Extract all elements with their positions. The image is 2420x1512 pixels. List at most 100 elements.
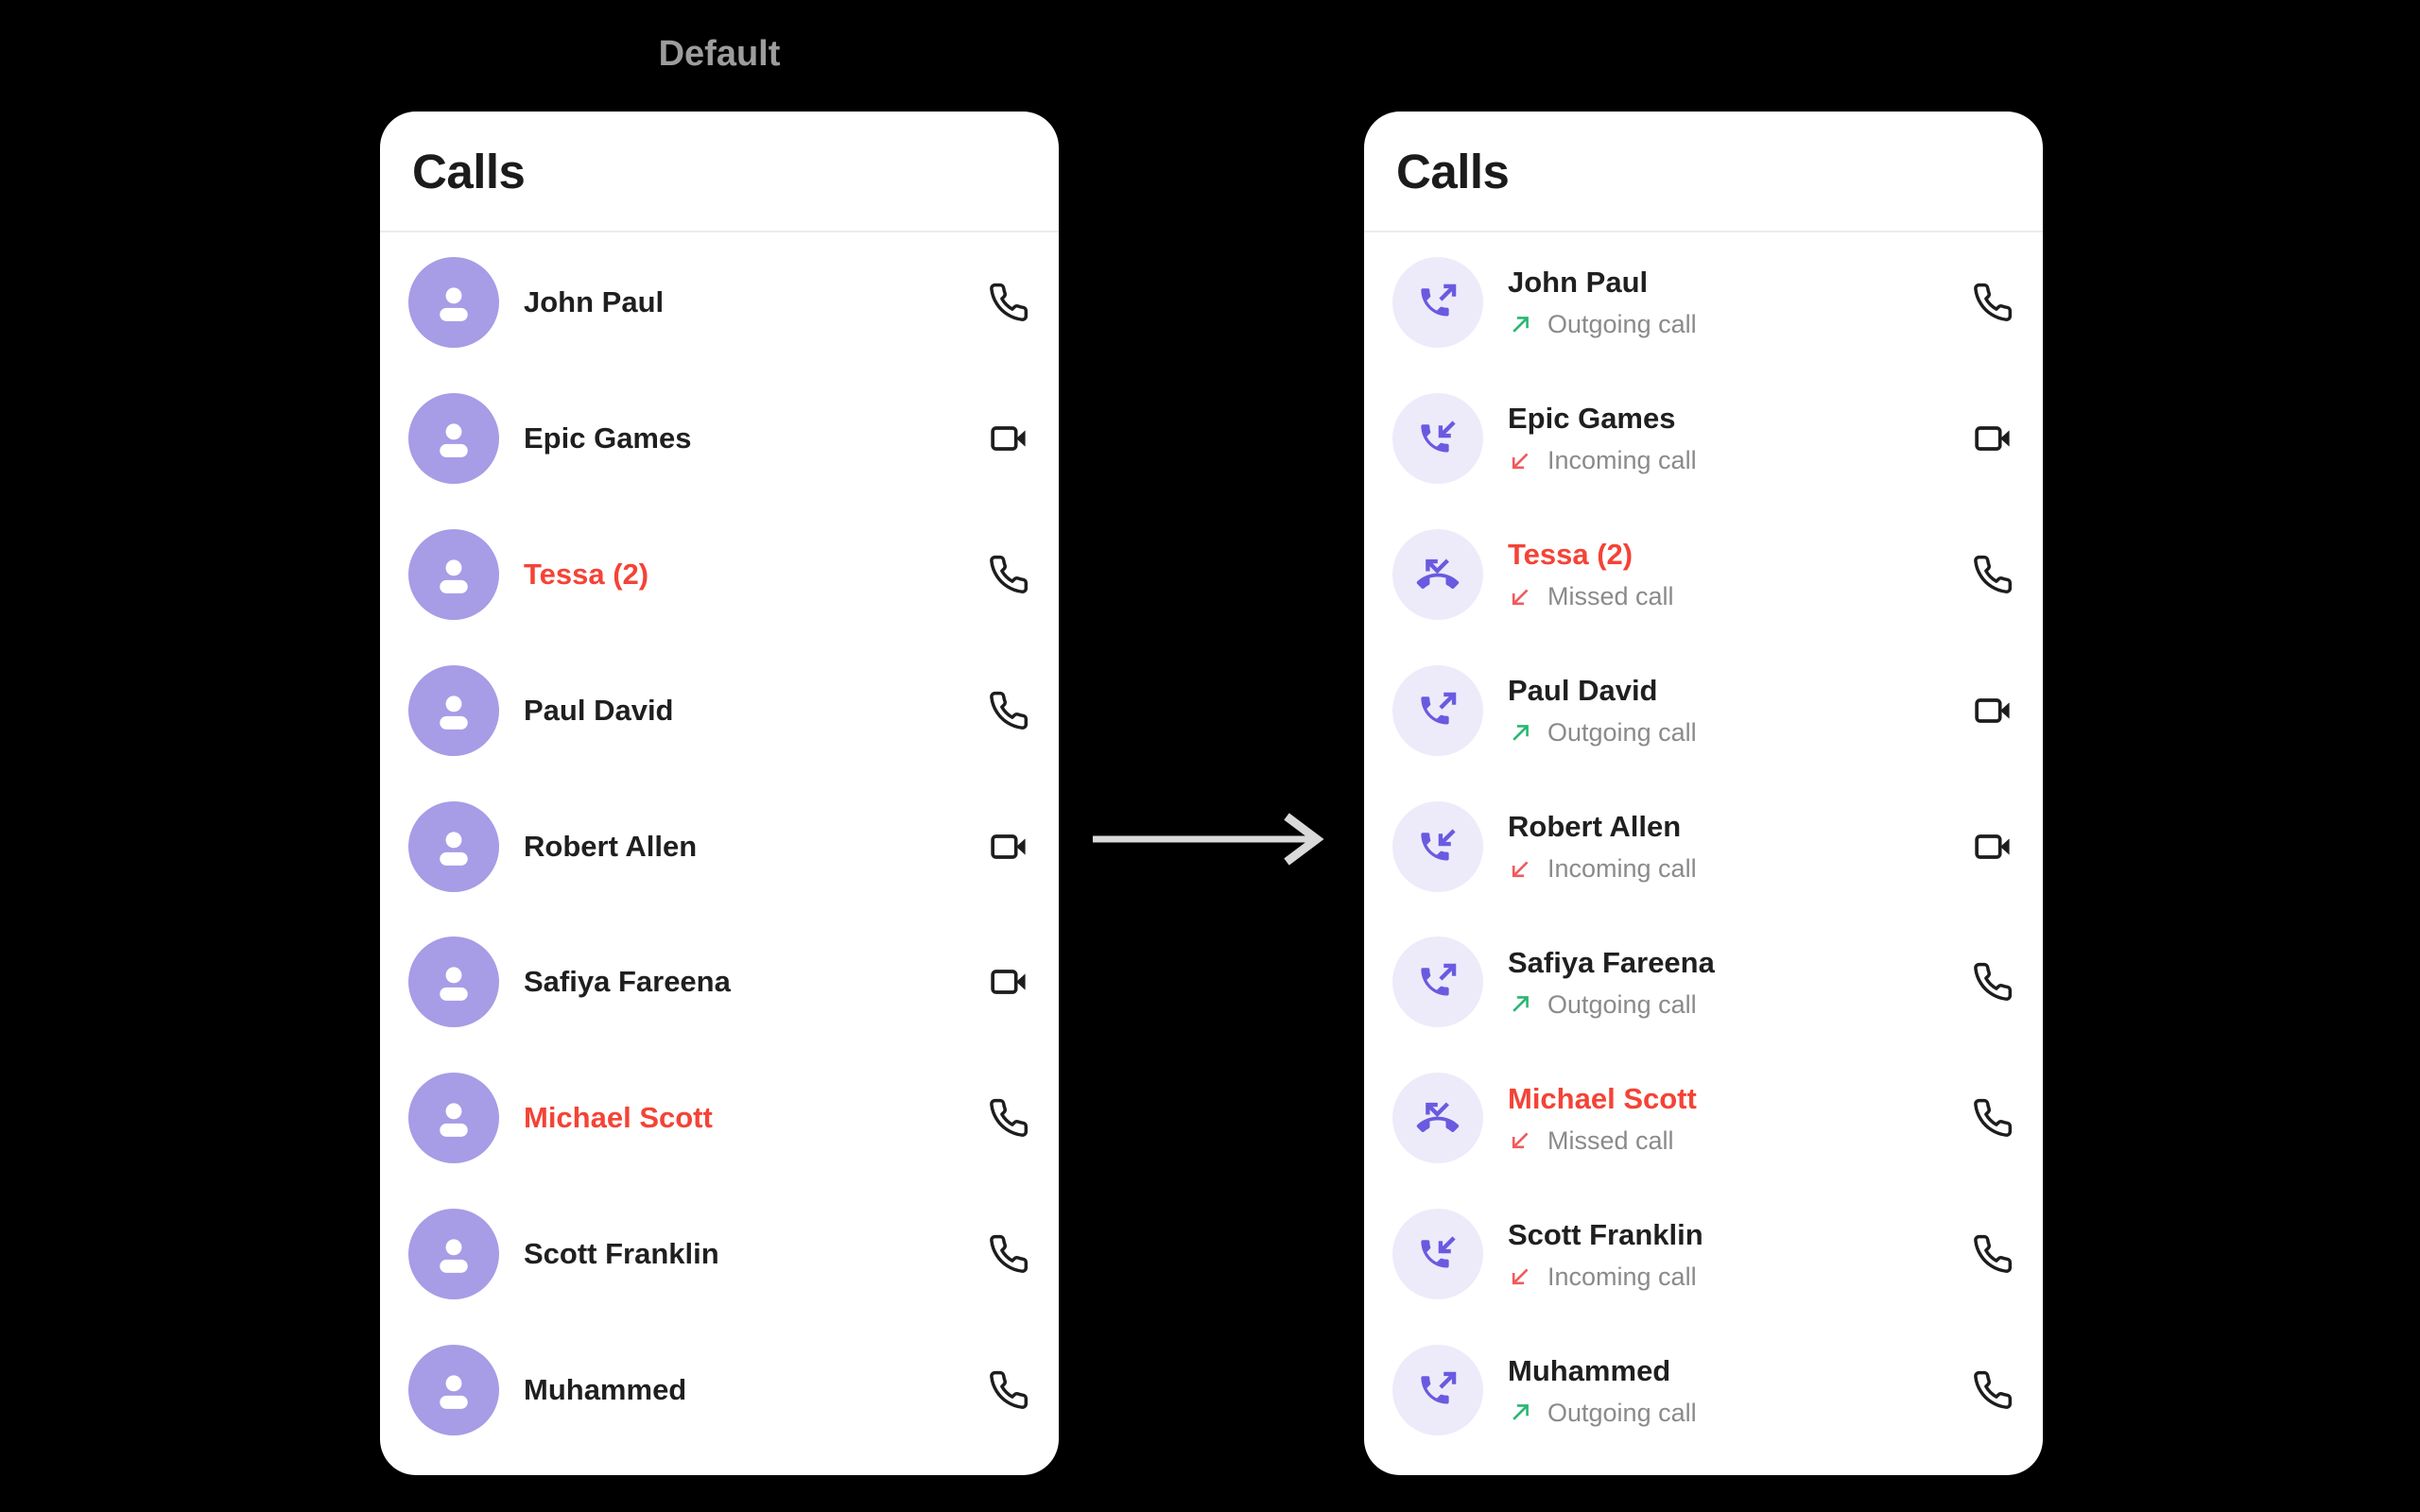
call-list-item[interactable]: Robert Allen Incoming call bbox=[1364, 779, 2043, 915]
call-list-item[interactable]: Tessa (2) Missed call bbox=[1364, 507, 2043, 643]
call-list-item[interactable]: Paul David Outgoing call bbox=[1364, 643, 2043, 779]
phone-call-button[interactable] bbox=[987, 1232, 1030, 1276]
person-icon bbox=[408, 1209, 499, 1300]
video-call-button[interactable] bbox=[987, 960, 1030, 1004]
contact-name: Epic Games bbox=[524, 421, 692, 455]
phone-call-button[interactable] bbox=[1971, 960, 2014, 1004]
video-call-button[interactable] bbox=[1971, 417, 2014, 460]
contact-name: John Paul bbox=[524, 284, 665, 318]
transition-arrow-icon bbox=[1093, 813, 1324, 866]
person-icon bbox=[408, 664, 499, 756]
person-icon bbox=[408, 1073, 499, 1164]
call-status-label: Outgoing call bbox=[1547, 1398, 1697, 1427]
contact-name: Safiya Fareena bbox=[1508, 945, 1715, 979]
contact-name: John Paul bbox=[1508, 266, 1649, 300]
call-info: Tessa (2) Missed call bbox=[1508, 537, 1674, 611]
arrow-up-right-green-icon bbox=[1508, 720, 1533, 746]
contact-name: Epic Games bbox=[1508, 402, 1676, 436]
arrow-down-left-red-icon bbox=[1508, 1263, 1533, 1289]
calls-panel-detailed: Calls John Paul Outgoing call Epic Games… bbox=[1364, 112, 2043, 1475]
call-status-label: Incoming call bbox=[1547, 446, 1697, 475]
call-info: Robert Allen Incoming call bbox=[1508, 809, 1697, 884]
call-info: Epic Games Incoming call bbox=[1508, 401, 1697, 475]
call-status: Incoming call bbox=[1508, 1262, 1703, 1292]
arrow-up-right-green-icon bbox=[1508, 1400, 1533, 1425]
contact-name: Robert Allen bbox=[524, 829, 698, 863]
call-status: Outgoing call bbox=[1508, 989, 1715, 1020]
contact-name: Michael Scott bbox=[524, 1101, 713, 1135]
call-list-item[interactable]: Safiya Fareena bbox=[380, 914, 1059, 1050]
call-status: Missed call bbox=[1508, 581, 1674, 611]
call-list-item[interactable]: Muhammed Outgoing call bbox=[1364, 1322, 2043, 1458]
video-call-button[interactable] bbox=[1971, 825, 2014, 868]
person-icon bbox=[408, 392, 499, 484]
call-status-label: Missed call bbox=[1547, 582, 1674, 611]
contact-name: Scott Franklin bbox=[524, 1237, 719, 1271]
phone-call-button[interactable] bbox=[1971, 1368, 2014, 1412]
call-outgoing-icon bbox=[1392, 664, 1483, 756]
contact-name: Muhammed bbox=[524, 1373, 687, 1407]
call-status-label: Outgoing call bbox=[1547, 989, 1697, 1019]
contact-name: Tessa (2) bbox=[524, 557, 649, 591]
contact-name: Paul David bbox=[1508, 674, 1658, 708]
phone-call-button[interactable] bbox=[987, 689, 1030, 732]
calls-panel-default: Calls John Paul Epic Games Tessa (2) Pau… bbox=[380, 112, 1059, 1475]
call-list-item[interactable]: Michael Scott Missed call bbox=[1364, 1050, 2043, 1186]
arrow-down-left-red-icon bbox=[1508, 448, 1533, 473]
call-list-item[interactable]: Scott Franklin bbox=[380, 1186, 1059, 1322]
call-info: John Paul Outgoing call bbox=[1508, 265, 1697, 339]
call-list-item[interactable]: Robert Allen bbox=[380, 779, 1059, 915]
person-icon bbox=[408, 936, 499, 1028]
person-icon bbox=[408, 800, 499, 892]
call-list-item[interactable]: John Paul Outgoing call bbox=[1364, 234, 2043, 370]
call-info: Scott Franklin Incoming call bbox=[1508, 1217, 1703, 1292]
phone-call-button[interactable] bbox=[1971, 553, 2014, 596]
phone-call-button[interactable] bbox=[987, 1096, 1030, 1140]
call-status: Outgoing call bbox=[1508, 1398, 1697, 1428]
call-outgoing-icon bbox=[1392, 1345, 1483, 1436]
phone-call-button[interactable] bbox=[1971, 1096, 2014, 1140]
video-call-button[interactable] bbox=[987, 825, 1030, 868]
call-status: Incoming call bbox=[1508, 853, 1697, 884]
phone-call-button[interactable] bbox=[987, 1368, 1030, 1412]
phone-call-button[interactable] bbox=[987, 281, 1030, 324]
phone-call-button[interactable] bbox=[1971, 281, 2014, 324]
arrow-down-left-red-icon bbox=[1508, 584, 1533, 610]
contact-name: Tessa (2) bbox=[1508, 538, 1634, 572]
call-list-item[interactable]: Tessa (2) bbox=[380, 507, 1059, 643]
call-info: Paul David Outgoing call bbox=[1508, 673, 1697, 747]
contact-name: Scott Franklin bbox=[1508, 1217, 1703, 1251]
person-icon bbox=[408, 1345, 499, 1436]
panel-title: Calls bbox=[1396, 144, 1510, 198]
arrow-up-right-green-icon bbox=[1508, 312, 1533, 337]
call-info: Muhammed Outgoing call bbox=[1508, 1353, 1697, 1428]
person-icon bbox=[408, 528, 499, 620]
call-incoming-icon bbox=[1392, 392, 1483, 484]
call-list-item[interactable]: Safiya Fareena Outgoing call bbox=[1364, 914, 2043, 1050]
phone-call-button[interactable] bbox=[1971, 1232, 2014, 1276]
call-status: Missed call bbox=[1508, 1125, 1697, 1156]
call-list-item[interactable]: Muhammed bbox=[380, 1322, 1059, 1458]
contact-name: Paul David bbox=[524, 693, 674, 727]
video-call-button[interactable] bbox=[1971, 689, 2014, 732]
contact-name: Muhammed bbox=[1508, 1353, 1671, 1387]
call-list-item[interactable]: Epic Games Incoming call bbox=[1364, 370, 2043, 507]
call-missed-icon bbox=[1392, 1073, 1483, 1164]
panel-title: Calls bbox=[412, 144, 526, 198]
call-status-label: Incoming call bbox=[1547, 1262, 1697, 1291]
call-missed-icon bbox=[1392, 528, 1483, 620]
call-status-label: Outgoing call bbox=[1547, 718, 1697, 747]
panel-header: Calls bbox=[1364, 112, 2043, 232]
call-list-item[interactable]: Paul David bbox=[380, 643, 1059, 779]
call-list-item[interactable]: Scott Franklin Incoming call bbox=[1364, 1186, 2043, 1322]
video-call-button[interactable] bbox=[987, 417, 1030, 460]
call-list-item[interactable]: Michael Scott bbox=[380, 1050, 1059, 1186]
call-status-label: Missed call bbox=[1547, 1125, 1674, 1155]
call-list-item[interactable]: John Paul bbox=[380, 234, 1059, 370]
call-info: Michael Scott Missed call bbox=[1508, 1081, 1697, 1156]
phone-call-button[interactable] bbox=[987, 553, 1030, 596]
call-outgoing-icon bbox=[1392, 256, 1483, 348]
call-list-item[interactable]: Epic Games bbox=[380, 370, 1059, 507]
call-incoming-icon bbox=[1392, 1209, 1483, 1300]
call-status: Incoming call bbox=[1508, 445, 1697, 475]
